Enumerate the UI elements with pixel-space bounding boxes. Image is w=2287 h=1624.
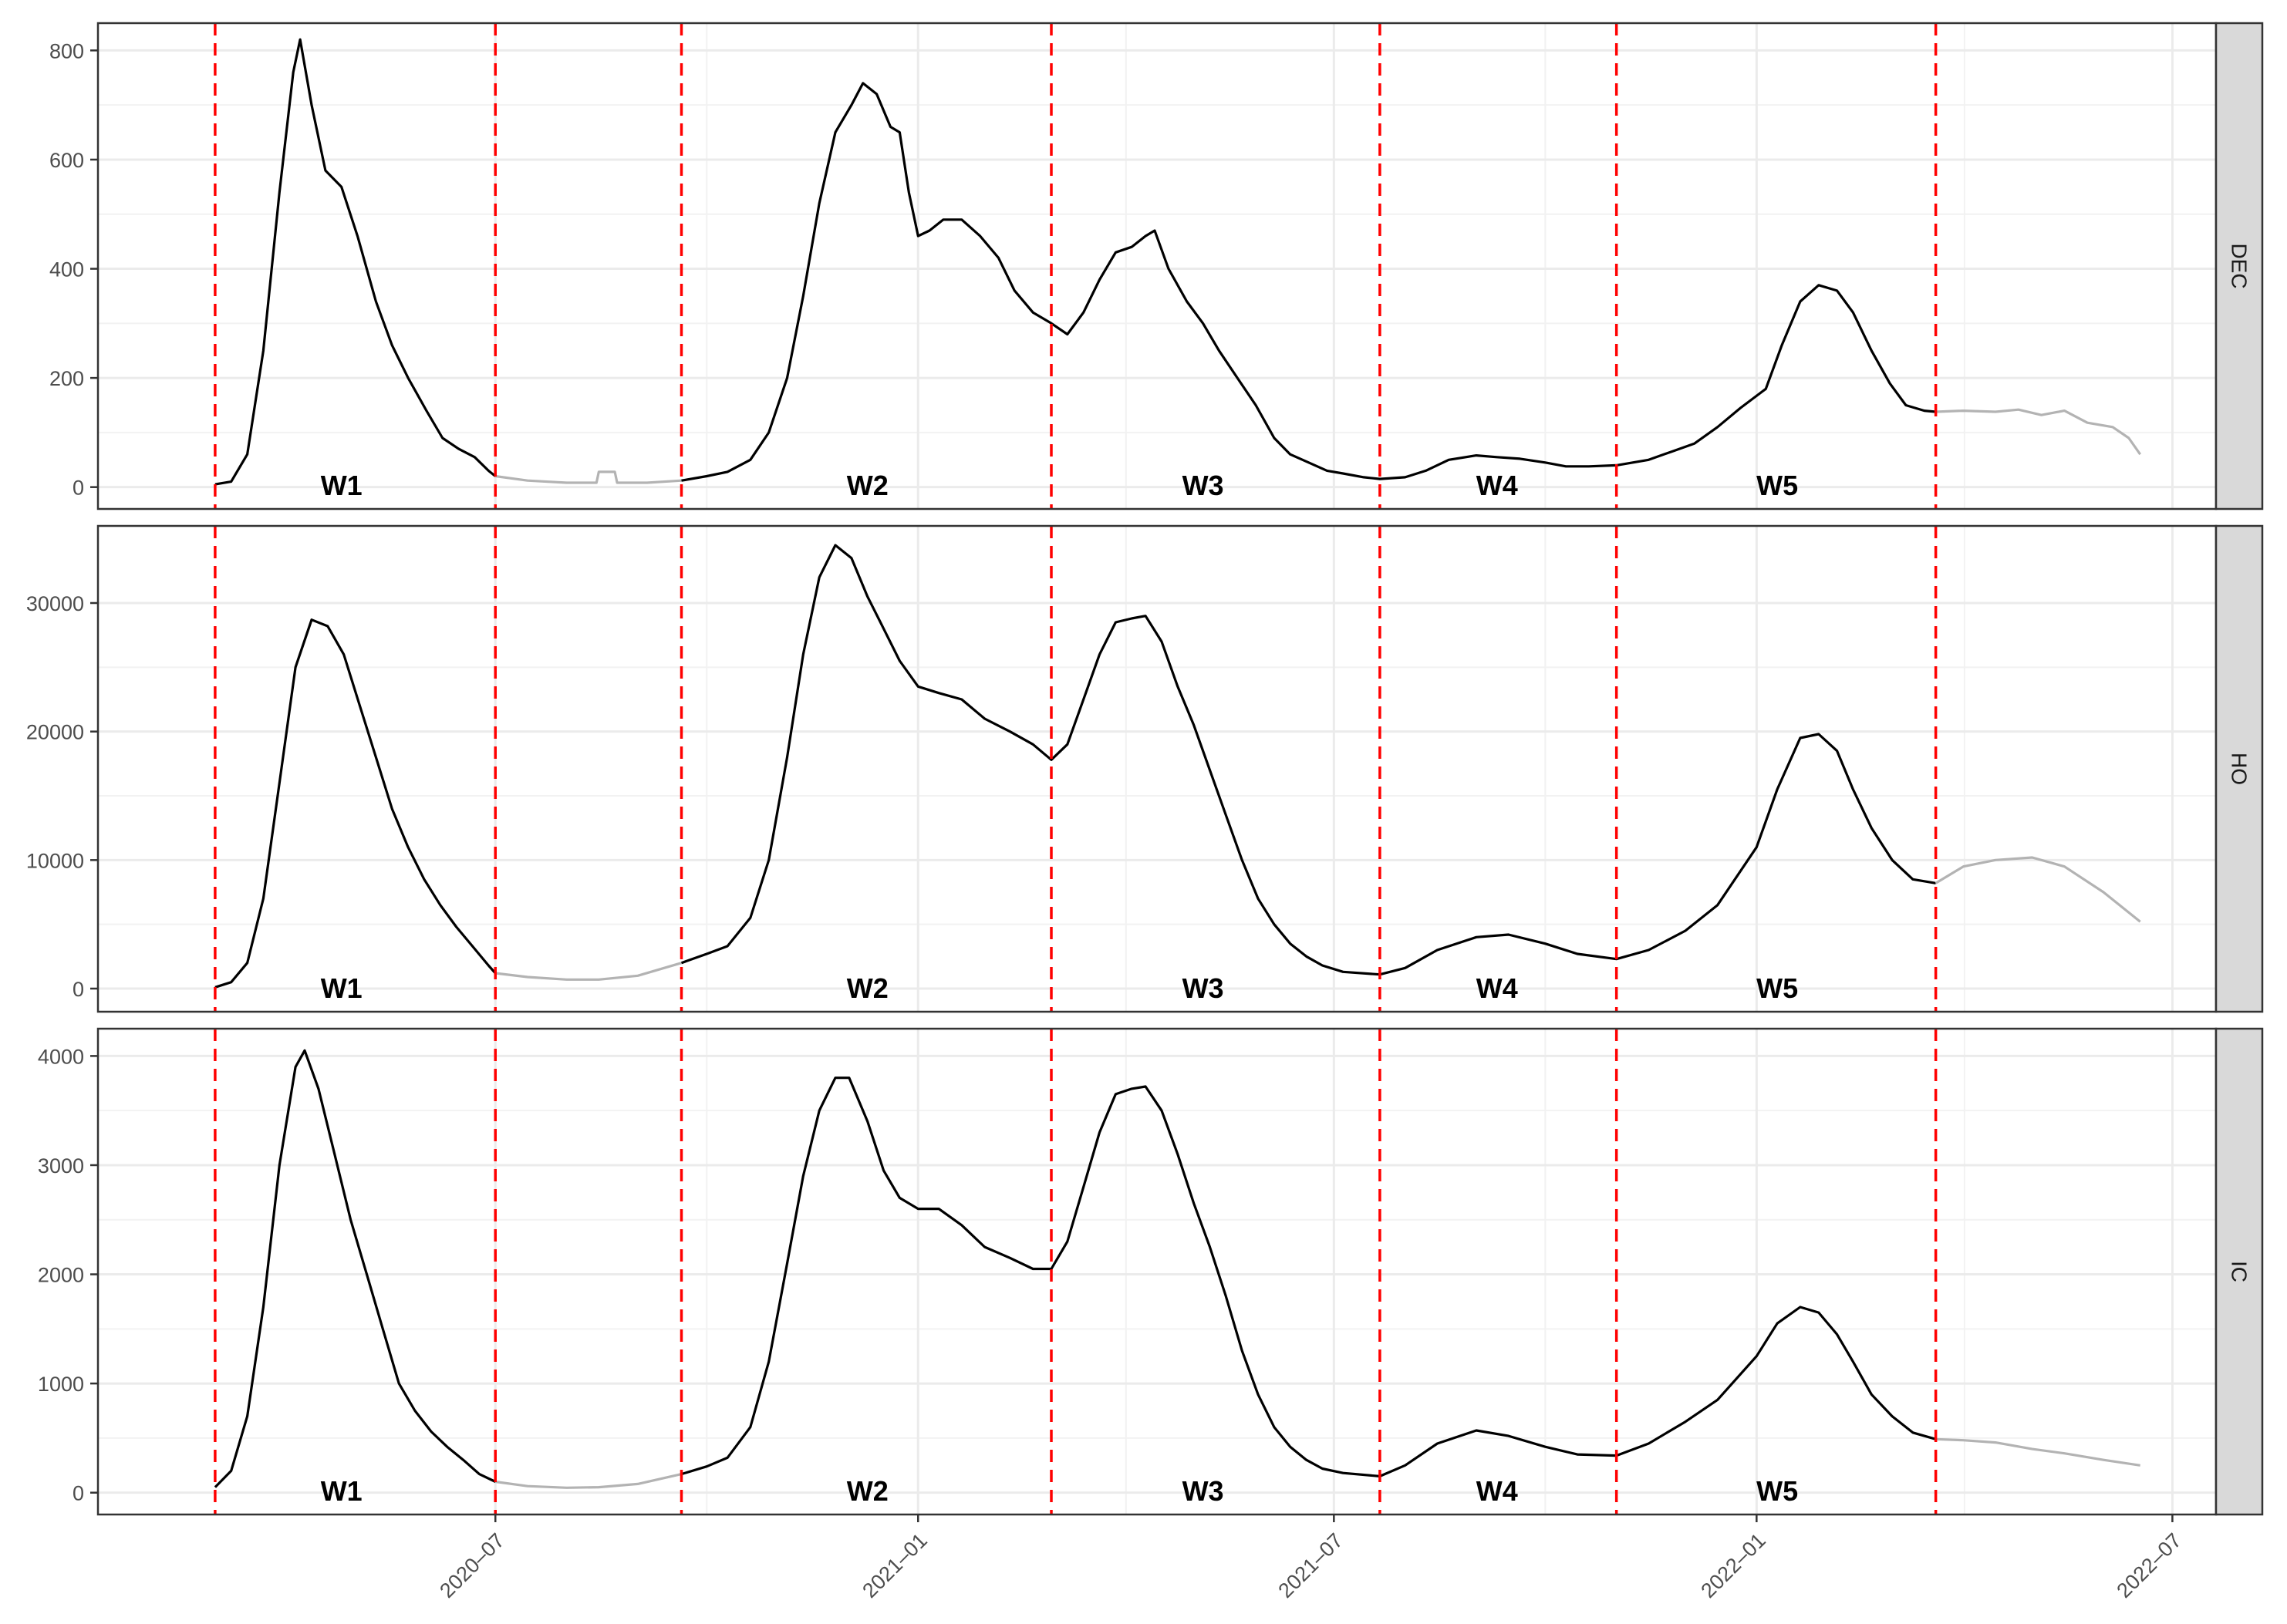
series-line-excluded: [495, 962, 682, 981]
y-tick-label: 800: [49, 39, 84, 62]
wave-label: W3: [1182, 1475, 1224, 1507]
series-line-excluded: [1935, 856, 2141, 923]
facet-strip-label: IC: [2228, 1261, 2252, 1282]
wave-label: W4: [1476, 1475, 1518, 1507]
y-tick-label: 1000: [38, 1373, 84, 1396]
x-tick-label: 2021–01: [858, 1528, 932, 1602]
x-tick-label: 2021–07: [1273, 1528, 1348, 1602]
panel-background: [98, 1029, 2216, 1514]
wave-label: W5: [1756, 470, 1798, 501]
wave-label: W2: [847, 972, 889, 1004]
wave-label: W1: [321, 1475, 363, 1507]
y-tick-label: 3000: [38, 1154, 84, 1178]
series-line-excluded: [494, 1473, 682, 1489]
x-tick-label: 2022–07: [2112, 1528, 2186, 1602]
facet-strip-label: HO: [2228, 753, 2252, 785]
x-axis: 2020–07 2021–01 2021–07 2022–01 2022–07: [435, 1514, 2186, 1602]
wave-label: W4: [1476, 470, 1518, 501]
facet-strip: [2214, 524, 2264, 1013]
x-tick-label: 2022–01: [1696, 1528, 1770, 1602]
series-line-excluded: [1935, 1437, 2140, 1467]
facet-strip: [2214, 1027, 2264, 1516]
series-line-fitted: [680, 544, 1936, 976]
y-tick-label: 4000: [38, 1045, 84, 1068]
y-tick-label: 200: [49, 367, 84, 390]
y-tick-label: 400: [49, 258, 84, 281]
wave-label: W5: [1756, 972, 1798, 1004]
series-line-fitted: [214, 1049, 496, 1488]
wave-label: W3: [1182, 972, 1224, 1004]
y-tick-label: 0: [73, 978, 84, 1001]
wave-label: W1: [321, 470, 363, 501]
series-line-excluded: [494, 470, 682, 484]
wave-label: W2: [847, 1475, 889, 1507]
panel-ho: W1 W2 W3 W4 W5 0 10000 20000 30000 HO: [26, 524, 2264, 1013]
wave-label: W5: [1756, 1475, 1798, 1507]
panel-background: [98, 23, 2216, 509]
series-line-fitted: [681, 82, 1936, 482]
y-tick-label: 2000: [38, 1264, 84, 1287]
y-tick-label: 600: [49, 149, 84, 172]
facet-strip-label: DEC: [2228, 243, 2252, 288]
series-line-fitted: [214, 38, 497, 486]
panel-ic: W1 W2 W3 W4 W5 0 1000 2000 3000 4000 IC: [38, 1027, 2264, 1516]
y-tick-label: 20000: [26, 721, 84, 744]
series-line-fitted: [214, 618, 497, 989]
wave-label: W1: [321, 972, 363, 1004]
series-line-fitted: [681, 1076, 1937, 1478]
x-tick-label: 2020–07: [435, 1528, 509, 1602]
wave-label: W3: [1182, 470, 1224, 501]
series-line-excluded: [1935, 408, 2142, 456]
y-tick-label: 10000: [26, 849, 84, 872]
facet-strip: [2214, 22, 2264, 510]
y-tick-label: 0: [73, 1482, 84, 1505]
y-tick-label: 30000: [26, 592, 84, 615]
wave-label: W2: [847, 470, 889, 501]
wave-label: W4: [1476, 972, 1518, 1004]
panel-dec: W1 W2 W3 W4 W5 0 200 400 600 800 DEC: [49, 22, 2264, 510]
panel-background: [98, 526, 2216, 1012]
y-tick-label: 0: [73, 477, 84, 500]
